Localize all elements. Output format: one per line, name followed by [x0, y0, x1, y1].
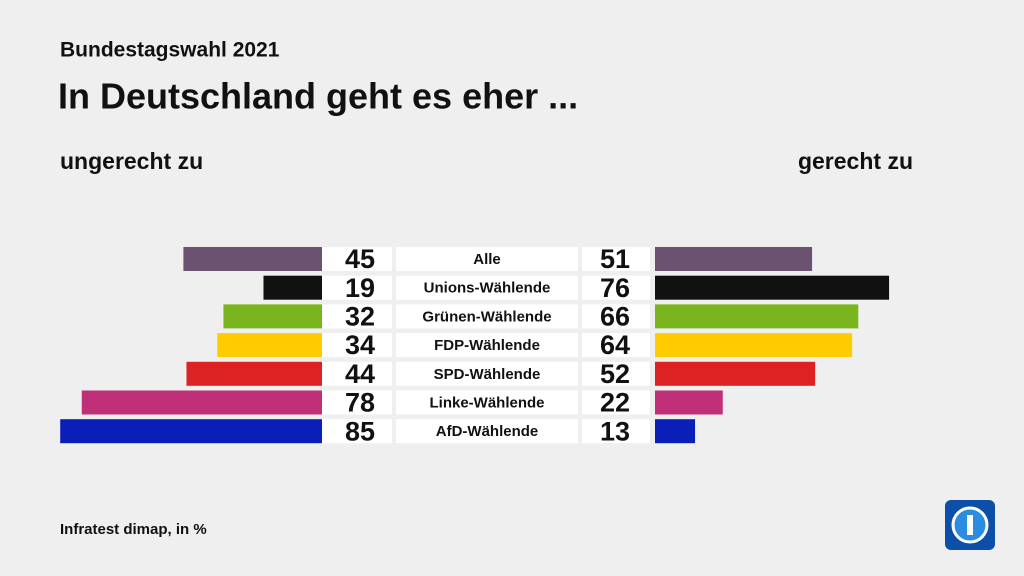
box: [582, 361, 650, 386]
bar: [263, 275, 322, 300]
box: [582, 390, 650, 415]
category-label: AfD-Wählende: [436, 423, 539, 440]
category-label: Grünen-Wählende: [422, 308, 551, 325]
bar: [81, 390, 322, 415]
box: [582, 247, 650, 271]
category-label: SPD-Wählende: [434, 366, 541, 383]
value-label: 32: [345, 302, 375, 332]
bar: [655, 361, 816, 386]
bar: [655, 247, 813, 271]
value-label: 51: [600, 244, 630, 274]
box: [396, 419, 578, 444]
value-label: 22: [600, 388, 630, 418]
bar: [655, 419, 696, 444]
box: [322, 361, 392, 386]
box: [582, 419, 650, 444]
value-label: 85: [345, 416, 375, 446]
chart-subtitle: Bundestagswahl 2021: [60, 39, 280, 62]
box: [396, 390, 578, 415]
value-label: 52: [600, 359, 630, 389]
box: [322, 390, 392, 415]
left-heading: ungerecht zu: [60, 148, 203, 174]
value-label: 13: [600, 416, 630, 446]
box: [322, 247, 392, 271]
source: Infratest dimap, in %: [60, 521, 207, 538]
box: [582, 333, 650, 358]
value-label: 76: [600, 273, 630, 303]
box: [322, 304, 392, 329]
bar: [60, 419, 322, 444]
box: [396, 247, 578, 271]
box: [582, 275, 650, 300]
right-heading: gerecht zu: [798, 148, 913, 174]
bar: [655, 304, 859, 329]
value-label: 45: [345, 244, 375, 274]
logo: [945, 500, 995, 550]
category-label: Unions-Wählende: [424, 280, 551, 297]
value-label: 64: [600, 330, 630, 360]
bar: [655, 333, 853, 358]
box: [322, 275, 392, 300]
value-label: 66: [600, 302, 630, 332]
bar: [183, 247, 322, 271]
bar: [655, 390, 723, 415]
category-label: FDP-Wählende: [434, 337, 540, 354]
box: [322, 333, 392, 358]
value-label: 78: [345, 388, 375, 418]
box: [396, 304, 578, 329]
bar: [655, 275, 890, 300]
category-label: Linke-Wählende: [429, 394, 544, 411]
box: [396, 275, 578, 300]
box: [396, 333, 578, 358]
category-label: Alle: [473, 251, 501, 268]
box: [322, 419, 392, 444]
bar: [223, 304, 322, 329]
box: [582, 304, 650, 329]
value-label: 44: [345, 359, 375, 389]
chart-title: In Deutschland geht es eher ...: [58, 76, 578, 117]
bar: [217, 333, 322, 358]
value-label: 19: [345, 273, 375, 303]
value-label: 34: [345, 330, 375, 360]
bar: [186, 361, 322, 386]
box: [396, 361, 578, 386]
